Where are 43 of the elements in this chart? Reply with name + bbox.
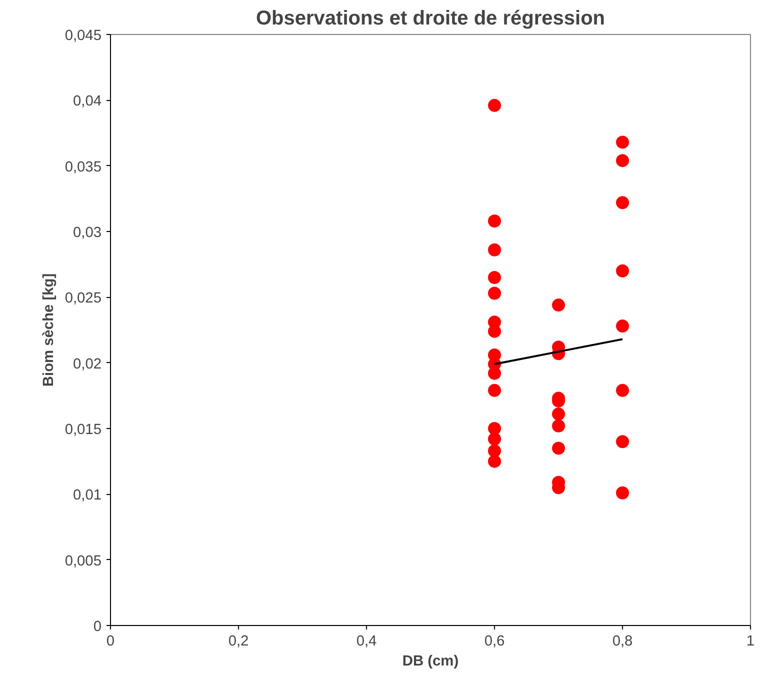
point [552, 298, 565, 312]
x-tick-label: 1 [746, 634, 755, 650]
x-tick-label: 0 [106, 634, 115, 650]
point [488, 243, 501, 256]
point [616, 486, 629, 500]
x-tick-label: 0,8 [612, 634, 633, 650]
point [488, 270, 501, 284]
y-tick-label: 0,01 [72, 488, 102, 504]
x-axis-title: DB (cm) [402, 654, 459, 670]
point [552, 442, 565, 455]
point [616, 435, 629, 448]
point [488, 324, 501, 338]
point [488, 422, 501, 435]
y-tick-label: 0,005 [64, 553, 102, 570]
point [488, 384, 501, 397]
point [616, 320, 629, 333]
point [552, 408, 565, 421]
point [616, 154, 629, 168]
x-tick-label: 0,6 [484, 634, 505, 650]
point [488, 432, 501, 446]
point [488, 98, 501, 112]
y-tick-label: 0 [93, 619, 102, 635]
y-axis-title: Biom sèche [kg] [40, 273, 57, 387]
point [488, 286, 501, 300]
y-tick-label: 0,03 [72, 225, 102, 241]
x-tick-label: 0,4 [356, 634, 377, 650]
point [488, 214, 501, 228]
y-tick-label: 0,02 [72, 356, 102, 372]
y-tick-label: 0,025 [64, 290, 102, 307]
x-tick-label: 0,2 [228, 634, 249, 650]
point [616, 136, 629, 149]
point [616, 196, 629, 210]
y-tick-label: 0,045 [64, 28, 102, 44]
y-tick-label: 0,035 [64, 159, 102, 176]
point [488, 444, 501, 458]
chart-title: Observations et droite de régression [256, 8, 606, 30]
point [616, 384, 629, 397]
point [488, 366, 501, 380]
point [552, 419, 565, 432]
point [488, 454, 501, 468]
y-tick-label: 0,04 [72, 94, 102, 110]
y-tick-label: 0,015 [64, 422, 102, 438]
point [616, 264, 629, 278]
